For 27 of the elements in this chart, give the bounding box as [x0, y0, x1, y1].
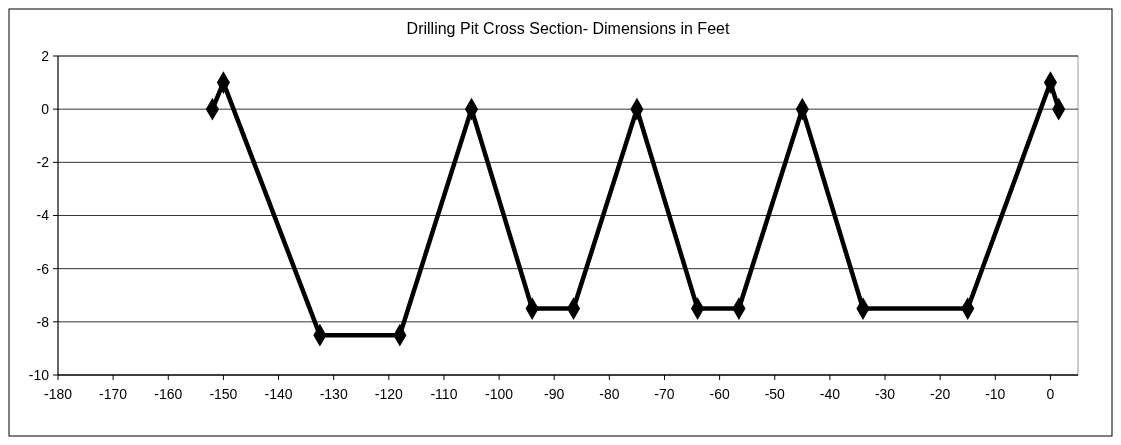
y-tick-label: -8 — [36, 313, 50, 330]
x-tick-label: -40 — [819, 386, 841, 402]
x-tick-label: -90 — [544, 386, 565, 402]
x-tick-label: -160 — [154, 386, 183, 402]
y-tick-label: -10 — [28, 366, 50, 383]
y-tick-label: 2 — [41, 47, 50, 64]
y-tick-label: -6 — [36, 260, 50, 277]
x-tick-label: -70 — [654, 386, 675, 402]
x-tick-label: -100 — [485, 386, 514, 402]
y-tick-label: 0 — [41, 101, 50, 118]
x-tick-label: -170 — [99, 386, 128, 402]
x-tick-label: -50 — [764, 386, 786, 402]
x-tick-label: -140 — [264, 386, 293, 402]
x-tick-label: 0 — [1046, 386, 1055, 402]
x-tick-label: -20 — [930, 386, 951, 402]
y-tick-label: -4 — [36, 207, 50, 224]
x-tick-label: -180 — [43, 386, 73, 402]
y-tick-label: -2 — [36, 154, 50, 171]
x-tick-label: -80 — [599, 386, 620, 402]
x-tick-label: -30 — [874, 386, 896, 402]
x-tick-label: -120 — [374, 386, 404, 402]
x-tick-label: -60 — [709, 386, 730, 402]
x-tick-label: -130 — [319, 386, 348, 402]
chart-title: Drilling Pit Cross Section- Dimensions in Feet — [406, 20, 730, 37]
x-tick-label: -10 — [985, 386, 1006, 402]
x-tick-label: -150 — [209, 386, 238, 402]
x-tick-label: -110 — [430, 386, 458, 402]
